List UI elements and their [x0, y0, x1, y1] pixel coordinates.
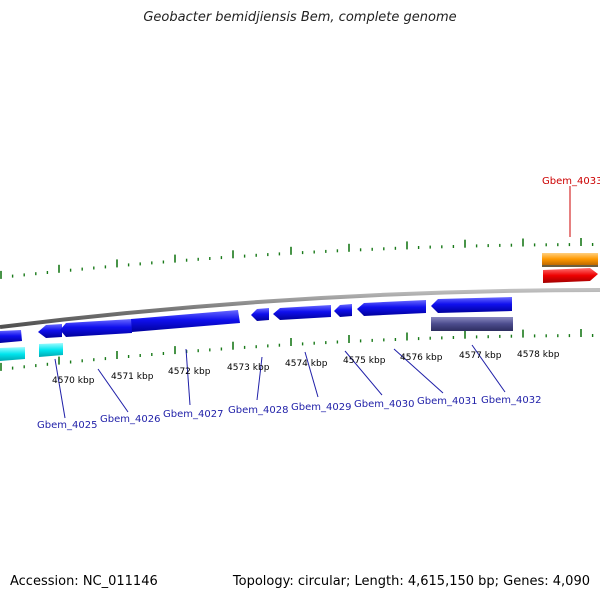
gene-label-gbem-4028[interactable]: Gbem_4028: [228, 405, 288, 416]
cyan-track-feature-left[interactable]: [0, 347, 25, 361]
gene-label-gbem-4026[interactable]: Gbem_4026: [100, 414, 160, 425]
gene-label-gbem-4033[interactable]: Gbem_4033: [542, 176, 600, 187]
gene-gbem-4032-leader: [471, 344, 506, 393]
gene-gbem-4031-arrow[interactable]: [357, 300, 426, 316]
genome-backbone: [0, 288, 600, 329]
gene-label-gbem-4030[interactable]: Gbem_4030: [354, 399, 414, 410]
gene-gbem-4027-arrow[interactable]: [131, 310, 240, 332]
scale-label: 4574 kbp: [285, 359, 328, 369]
gene-gbem-4030-arrow[interactable]: [334, 304, 352, 317]
gene-gbem-4029-arrow[interactable]: [273, 305, 331, 320]
gene-labels: Gbem_4025 Gbem_4026 Gbem_4027 Gbem_4028 …: [37, 176, 600, 431]
accession-text: Accession: NC_011146: [10, 574, 158, 589]
gene-gbem-4029-leader: [304, 351, 319, 398]
scale-label: 4570 kbp: [52, 376, 95, 386]
scale-label: 4571 kbp: [111, 372, 154, 382]
map-title: Geobacter bemidjiensis Bem, complete gen…: [143, 10, 457, 25]
purple-track-feature[interactable]: [431, 317, 513, 331]
gene-label-gbem-4029[interactable]: Gbem_4029: [291, 402, 351, 413]
gene-gbem-4033-arrow[interactable]: [543, 268, 598, 283]
gene-gbem-4026-arrow[interactable]: [60, 319, 132, 337]
gene-label-gbem-4025[interactable]: Gbem_4025: [37, 420, 97, 431]
scale-label: 4572 kbp: [168, 367, 211, 377]
genome-stats-text: Topology: circular; Length: 4,615,150 bp…: [232, 574, 590, 589]
gene-gbem-4025-arrow[interactable]: [38, 324, 62, 338]
scale-label: 4575 kbp: [343, 356, 386, 366]
gene-gbem-4028-leader: [256, 356, 263, 401]
gene-label-gbem-4031[interactable]: Gbem_4031: [417, 396, 477, 407]
gene-gbem-4026-leader: [97, 368, 129, 413]
gene-gbem-4027-leader: [185, 348, 191, 406]
cyan-track-feature[interactable]: [39, 343, 63, 357]
gene-leader-lines: [54, 344, 506, 419]
gene-gbem-4030-leader: [344, 350, 383, 396]
gene-label-gbem-4027[interactable]: Gbem_4027: [163, 409, 223, 420]
gene-gbem-4032-arrow[interactable]: [431, 297, 512, 313]
scale-label: 4577 kbp: [459, 351, 502, 361]
outer-tick-marks: [0, 238, 594, 279]
scale-labels: 4570 kbp 4571 kbp 4572 kbp 4573 kbp 4574…: [52, 350, 560, 386]
gene-gbem-4031-leader: [393, 348, 444, 394]
gene-gbem-4028-arrow[interactable]: [251, 308, 269, 321]
orange-track-feature[interactable]: [542, 253, 598, 265]
scale-label: 4578 kbp: [517, 350, 560, 360]
gene-gbem-4024-arrow[interactable]: [0, 330, 22, 343]
scale-label: 4573 kbp: [227, 363, 270, 373]
scale-label: 4576 kbp: [400, 353, 443, 363]
gene-gbem-4025-leader: [54, 358, 66, 419]
gene-label-gbem-4032[interactable]: Gbem_4032: [481, 395, 541, 406]
